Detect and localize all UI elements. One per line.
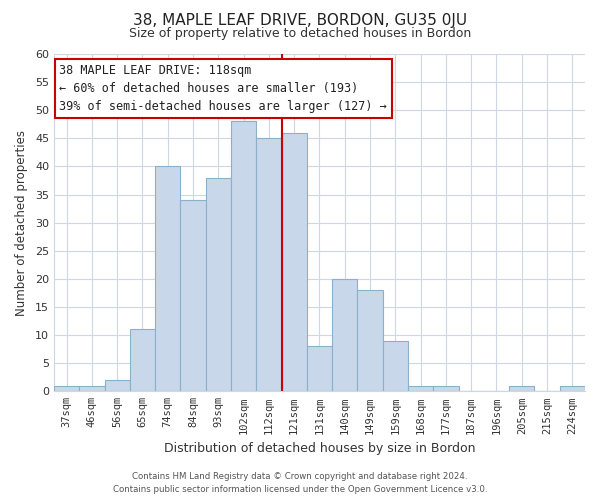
Bar <box>383 340 408 392</box>
Bar <box>54 386 79 392</box>
Text: 38, MAPLE LEAF DRIVE, BORDON, GU35 0JU: 38, MAPLE LEAF DRIVE, BORDON, GU35 0JU <box>133 12 467 28</box>
Bar <box>433 386 458 392</box>
Text: Contains HM Land Registry data © Crown copyright and database right 2024.
Contai: Contains HM Land Registry data © Crown c… <box>113 472 487 494</box>
Text: 38 MAPLE LEAF DRIVE: 118sqm
← 60% of detached houses are smaller (193)
39% of se: 38 MAPLE LEAF DRIVE: 118sqm ← 60% of det… <box>59 64 387 113</box>
Bar <box>155 166 181 392</box>
Bar <box>332 279 358 392</box>
Bar <box>206 178 231 392</box>
Bar <box>281 132 307 392</box>
Bar <box>181 200 206 392</box>
Bar <box>104 380 130 392</box>
Bar <box>256 138 281 392</box>
Bar <box>358 290 383 392</box>
X-axis label: Distribution of detached houses by size in Bordon: Distribution of detached houses by size … <box>164 442 475 455</box>
Bar <box>79 386 104 392</box>
Bar <box>560 386 585 392</box>
Text: Size of property relative to detached houses in Bordon: Size of property relative to detached ho… <box>129 28 471 40</box>
Bar <box>509 386 535 392</box>
Bar <box>408 386 433 392</box>
Y-axis label: Number of detached properties: Number of detached properties <box>15 130 28 316</box>
Bar <box>130 330 155 392</box>
Bar <box>307 346 332 392</box>
Bar <box>231 122 256 392</box>
